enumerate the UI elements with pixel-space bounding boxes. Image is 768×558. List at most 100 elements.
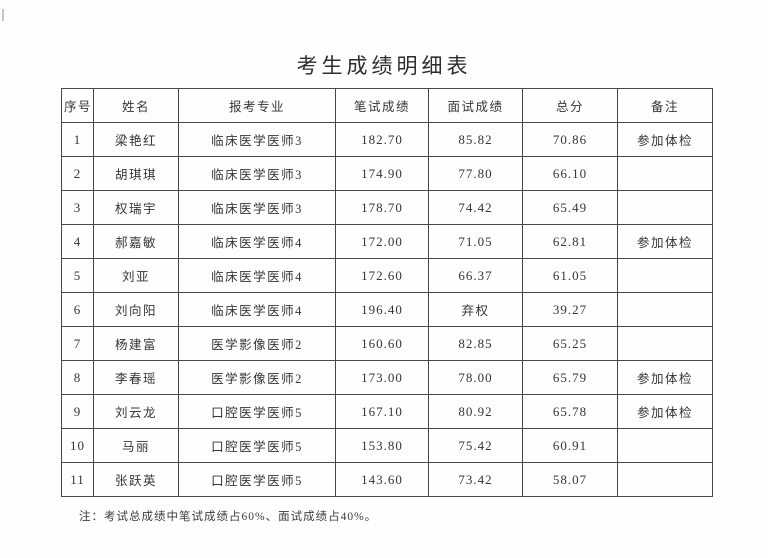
table-cell: 临床医学医师4 <box>178 224 336 259</box>
table-cell: 参加体检 <box>617 122 713 157</box>
header-interview-score: 面试成绩 <box>428 88 523 123</box>
table-row: 7 杨建富 医学影像医师2 160.60 82.85 65.25 <box>61 326 713 361</box>
table-cell: 2 <box>61 156 94 191</box>
table-cell: 医学影像医师2 <box>178 360 336 395</box>
table-cell: 58.07 <box>522 462 618 497</box>
header-remarks: 备注 <box>617 88 713 123</box>
table-cell: 口腔医学医师5 <box>178 462 336 497</box>
table-cell: 8 <box>61 360 94 395</box>
header-serial-number: 序号 <box>61 88 94 123</box>
table-cell: 11 <box>61 462 94 497</box>
table-row: 1 梁艳红 临床医学医师3 182.70 85.82 70.86 参加体检 <box>61 122 713 157</box>
table-row: 8 李春瑶 医学影像医师2 173.00 78.00 65.79 参加体检 <box>61 360 713 395</box>
table-row: 6 刘向阳 临床医学医师4 196.40 弃权 39.27 <box>61 292 713 327</box>
table-row: 11 张跃英 口腔医学医师5 143.60 73.42 58.07 <box>61 462 713 497</box>
table-row: 3 权瑞宇 临床医学医师3 178.70 74.42 65.49 <box>61 190 713 225</box>
table-cell: 6 <box>61 292 94 327</box>
table-cell: 172.00 <box>335 224 429 259</box>
table-cell: 临床医学医师4 <box>178 258 336 293</box>
table-cell: 39.27 <box>522 292 618 327</box>
header-total-score: 总分 <box>522 88 618 123</box>
table-cell: 梁艳红 <box>93 122 179 157</box>
table-cell: 73.42 <box>428 462 523 497</box>
header-name: 姓名 <box>93 88 179 123</box>
table-cell: 174.90 <box>335 156 429 191</box>
table-cell <box>617 326 713 361</box>
table-cell: 143.60 <box>335 462 429 497</box>
table-cell: 参加体检 <box>617 360 713 395</box>
table-cell: 65.78 <box>522 394 618 429</box>
table-cell: 参加体检 <box>617 224 713 259</box>
table-cell: 弃权 <box>428 292 523 327</box>
table-cell <box>617 190 713 225</box>
table-cell: 刘云龙 <box>93 394 179 429</box>
table-header-row: 序号 姓名 报考专业 笔试成绩 面试成绩 总分 备注 <box>61 88 713 123</box>
table-cell: 胡琪琪 <box>93 156 179 191</box>
table-cell: 7 <box>61 326 94 361</box>
table-cell: 178.70 <box>335 190 429 225</box>
table-cell: 口腔医学医师5 <box>178 428 336 463</box>
footnote: 注：考试总成绩中笔试成绩占60%、面试成绩占40%。 <box>79 511 378 523</box>
table-cell: 60.91 <box>522 428 618 463</box>
table-cell: 郝嘉敏 <box>93 224 179 259</box>
table-cell: 74.42 <box>428 190 523 225</box>
score-table: 序号 姓名 报考专业 笔试成绩 面试成绩 总分 备注 1 梁艳红 临床医学医师3 18… <box>61 88 713 497</box>
table-cell: 李春瑶 <box>93 360 179 395</box>
table-cell: 刘亚 <box>93 258 179 293</box>
table-cell: 66.10 <box>522 156 618 191</box>
table-cell: 4 <box>61 224 94 259</box>
table-row: 5 刘亚 临床医学医师4 172.60 66.37 61.05 <box>61 258 713 293</box>
table-cell: 182.70 <box>335 122 429 157</box>
table-cell <box>617 428 713 463</box>
table-cell: 78.00 <box>428 360 523 395</box>
table-cell: 临床医学医师4 <box>178 292 336 327</box>
table-cell: 75.42 <box>428 428 523 463</box>
table-cell: 82.85 <box>428 326 523 361</box>
table-cell: 参加体检 <box>617 394 713 429</box>
table-cell <box>617 292 713 327</box>
table-cell: 71.05 <box>428 224 523 259</box>
table-cell: 9 <box>61 394 94 429</box>
table-cell: 临床医学医师3 <box>178 190 336 225</box>
table-cell: 153.80 <box>335 428 429 463</box>
table-cell: 65.25 <box>522 326 618 361</box>
table-body: 1 梁艳红 临床医学医师3 182.70 85.82 70.86 参加体检 2 胡琪琪 临床医学医… <box>61 122 713 497</box>
table-cell: 167.10 <box>335 394 429 429</box>
header-major: 报考专业 <box>178 88 336 123</box>
table-cell: 张跃英 <box>93 462 179 497</box>
table-cell: 66.37 <box>428 258 523 293</box>
table-cell: 3 <box>61 190 94 225</box>
table-cell: 196.40 <box>335 292 429 327</box>
table-cell <box>617 258 713 293</box>
table-cell: 61.05 <box>522 258 618 293</box>
table-cell: 160.60 <box>335 326 429 361</box>
table-row: 2 胡琪琪 临床医学医师3 174.90 77.80 66.10 <box>61 156 713 191</box>
table-cell: 马丽 <box>93 428 179 463</box>
table-cell <box>617 462 713 497</box>
table-cell: 权瑞宇 <box>93 190 179 225</box>
header-written-score: 笔试成绩 <box>335 88 429 123</box>
table-cell: 65.79 <box>522 360 618 395</box>
table-cell: 80.92 <box>428 394 523 429</box>
table-cell: 1 <box>61 122 94 157</box>
table-cell: 77.80 <box>428 156 523 191</box>
table-cell: 172.60 <box>335 258 429 293</box>
table-cell: 85.82 <box>428 122 523 157</box>
table-cell: 口腔医学医师5 <box>178 394 336 429</box>
page-title: 考生成绩明细表 <box>296 54 472 78</box>
table-cell <box>617 156 713 191</box>
table-cell: 5 <box>61 258 94 293</box>
table-cell: 173.00 <box>335 360 429 395</box>
table-cell: 临床医学医师3 <box>178 122 336 157</box>
table-cell: 62.81 <box>522 224 618 259</box>
table-cell: 临床医学医师3 <box>178 156 336 191</box>
table-row: 9 刘云龙 口腔医学医师5 167.10 80.92 65.78 参加体检 <box>61 394 713 429</box>
table-cell: 65.49 <box>522 190 618 225</box>
table-row: 10 马丽 口腔医学医师5 153.80 75.42 60.91 <box>61 428 713 463</box>
table-cell: 杨建富 <box>93 326 179 361</box>
scan-artifact-mark <box>2 9 4 21</box>
table-cell: 医学影像医师2 <box>178 326 336 361</box>
table-row: 4 郝嘉敏 临床医学医师4 172.00 71.05 62.81 参加体检 <box>61 224 713 259</box>
table-cell: 70.86 <box>522 122 618 157</box>
